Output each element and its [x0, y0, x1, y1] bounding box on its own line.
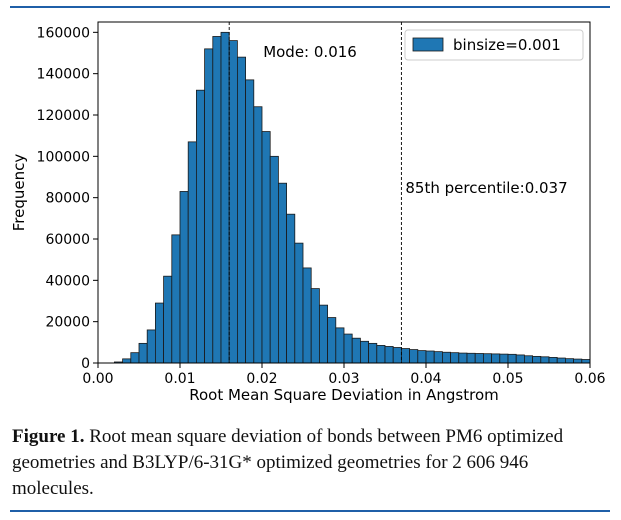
figure-caption: Figure 1. Root mean square deviation of …	[12, 424, 608, 502]
y-axis: 0 20000 40000 60000 80000 100000 120000 140000 1…	[37, 25, 98, 372]
y-tick-label: 80000	[45, 191, 90, 207]
x-tick-label: 0.06	[574, 371, 605, 387]
y-tick-label: 140000	[37, 67, 90, 83]
x-tick-label: 0.00	[82, 371, 113, 387]
histogram-bar	[556, 357, 566, 364]
histogram-bar	[171, 234, 181, 364]
histogram-bar	[122, 358, 132, 364]
histogram-bar	[351, 337, 361, 364]
histogram-bar	[581, 359, 591, 364]
histogram-bar	[458, 352, 468, 364]
legend-box	[404, 29, 584, 61]
y-tick-label: 40000	[45, 273, 90, 289]
y-tick-label: 60000	[45, 232, 90, 248]
histogram-bar	[236, 56, 246, 364]
top-rule	[10, 6, 610, 8]
histogram-bar	[212, 36, 222, 364]
histogram-bar	[195, 89, 205, 364]
histogram-bar	[441, 351, 451, 364]
legend-swatch	[412, 37, 444, 52]
histogram-bar	[327, 317, 337, 364]
histogram-bar	[368, 342, 378, 364]
histogram-bar	[187, 141, 197, 364]
histogram-bar	[253, 106, 263, 364]
histogram-bar	[269, 155, 279, 364]
histogram-bar	[515, 354, 525, 364]
x-tick-label: 0.01	[164, 371, 195, 387]
bar-group	[114, 31, 591, 364]
histogram-bar	[261, 131, 271, 364]
histogram-bar	[130, 352, 140, 364]
histogram-bar	[548, 357, 558, 364]
histogram-bar	[163, 275, 173, 364]
histogram-bar	[335, 327, 345, 364]
y-axis-label: Frequency	[10, 154, 28, 232]
reference-lines	[228, 22, 402, 363]
histogram-bar	[343, 333, 353, 364]
histogram-bar	[573, 358, 583, 364]
histogram-bar	[450, 352, 460, 364]
histogram-bar	[433, 351, 443, 364]
histogram-bar	[474, 353, 484, 364]
y-tick-label: 20000	[45, 315, 90, 331]
histogram-bar	[245, 79, 255, 364]
x-axis: 0.00 0.01 0.02 0.03 0.04 0.05 0.06	[82, 363, 606, 387]
x-tick-label: 0.03	[328, 371, 359, 387]
histogram-bar	[532, 355, 542, 364]
histogram-bar	[376, 345, 386, 364]
bottom-rule	[10, 510, 610, 512]
x-axis-label: Root Mean Square Deviation in Angstrom	[189, 386, 499, 404]
y-tick-label: 100000	[37, 149, 90, 165]
histogram-bar	[228, 40, 238, 364]
x-tick-label: 0.04	[410, 371, 441, 387]
x-tick-label: 0.02	[246, 371, 277, 387]
histogram-bar	[204, 48, 214, 364]
histogram-bar	[179, 191, 189, 364]
histogram-bar	[409, 349, 419, 364]
histogram-bar	[466, 352, 476, 364]
x-tick-label: 0.05	[492, 371, 523, 387]
histogram-bar	[154, 302, 164, 364]
histogram-bar	[425, 350, 435, 364]
histogram-bar	[294, 242, 304, 364]
histogram-bar	[384, 346, 394, 364]
histogram-bar	[220, 31, 230, 364]
histogram-bar	[499, 353, 509, 364]
caption-label: Figure 1.	[12, 426, 85, 447]
histogram-bar	[286, 213, 296, 364]
histogram-bar	[277, 182, 287, 364]
y-tick-label: 160000	[37, 25, 90, 41]
histogram-chart: 0 20000 40000 60000 80000 100000 120000 140000 1…	[10, 21, 606, 404]
legend: binsize=0.001	[404, 29, 584, 61]
histogram-bar	[318, 304, 328, 364]
histogram-bar	[482, 353, 492, 364]
percentile-annotation: 85th percentile:0.037	[405, 179, 567, 197]
mode-annotation: Mode: 0.016	[263, 43, 357, 61]
histogram-bar	[417, 350, 427, 364]
histogram-bar	[507, 353, 517, 364]
histogram-bar	[524, 355, 534, 364]
legend-label: binsize=0.001	[453, 36, 561, 54]
histogram-bar	[491, 353, 501, 364]
caption-text: Root mean square deviation of bonds betw…	[12, 426, 564, 499]
histogram-bar	[392, 347, 402, 364]
histogram-bar	[359, 340, 369, 364]
histogram-bar	[540, 356, 550, 364]
histogram-bar	[138, 342, 148, 364]
histogram-bar	[146, 329, 156, 364]
histogram-bar	[302, 267, 312, 364]
histogram-bar	[565, 358, 575, 364]
y-tick-label: 120000	[37, 108, 90, 124]
histogram-bar	[310, 288, 320, 364]
y-tick-label: 0	[81, 356, 90, 372]
histogram-bar	[400, 348, 410, 364]
